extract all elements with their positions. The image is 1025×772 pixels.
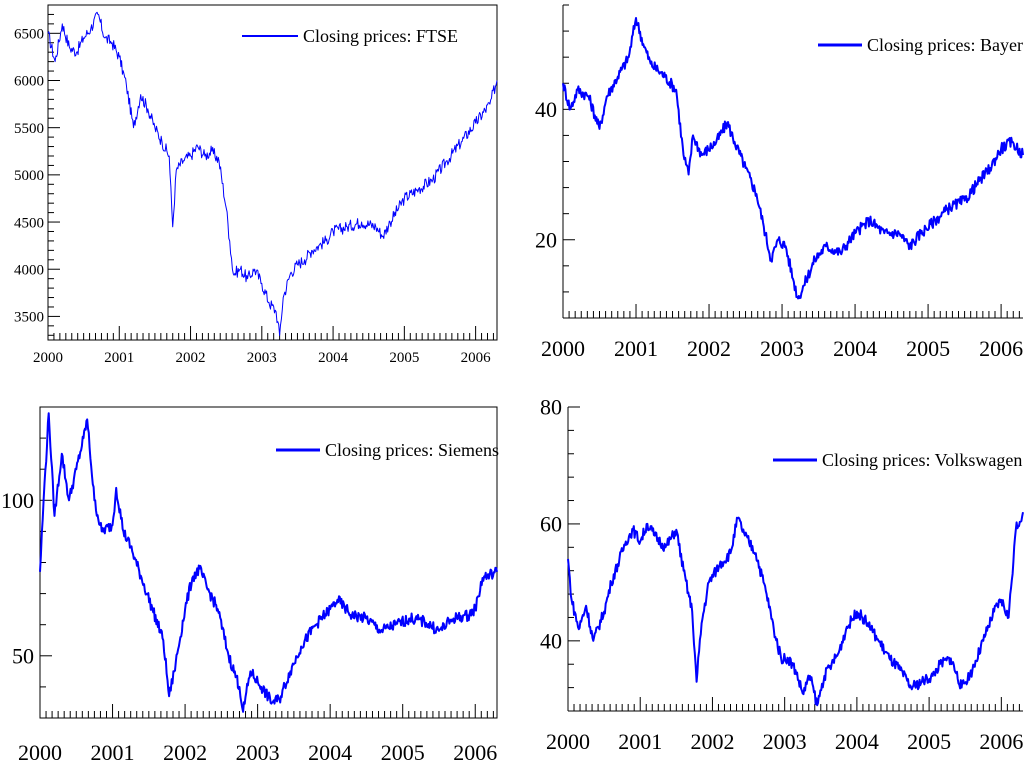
plot-frame — [47, 4, 498, 341]
y-tick-label: 80 — [540, 395, 562, 420]
price-series-line — [562, 17, 1024, 300]
y-tick-label: 5000 — [14, 168, 44, 184]
price-series-line — [567, 512, 1024, 707]
x-tick-label: 2004 — [318, 350, 349, 366]
chart-panel-3: 2000 2001 2002 2003 2004 2005 2006 50 100 Closing… — [1, 406, 499, 765]
x-tick-label: 2005 — [907, 729, 951, 754]
x-tick-label: 2006 — [461, 350, 492, 366]
chart-panel-4: 2000 2001 2002 2003 2004 2005 2006 40 60 80 Closin… — [540, 395, 1024, 754]
y-tick-label: 40 — [540, 629, 562, 654]
x-tick-label: 2000 — [541, 336, 585, 361]
y-tick-label: 20 — [535, 227, 557, 252]
y-tick-label: 6000 — [14, 74, 44, 90]
x-tick-label: 2005 — [389, 350, 419, 366]
y-tick-label: 5500 — [14, 121, 44, 137]
x-tick-label: 2004 — [833, 336, 877, 361]
x-tick-label: 2001 — [91, 740, 135, 765]
y-tick-label: 50 — [12, 644, 34, 669]
chart-panel-2: 2000 2001 2002 2003 2004 2005 2006 20 40 Closing … — [535, 4, 1024, 361]
y-tick-label: 3500 — [14, 310, 44, 326]
legend-label: Closing prices: FTSE — [303, 26, 458, 46]
x-tick-label: 2001 — [614, 336, 658, 361]
y-tick-label: 60 — [540, 512, 562, 537]
x-tick-label: 2006 — [453, 740, 497, 765]
x-tick-label: 2001 — [618, 729, 662, 754]
legend-label: Closing prices: Siemens — [325, 440, 499, 460]
x-tick-label: 2005 — [381, 740, 425, 765]
x-tick-label: 2001 — [104, 350, 134, 366]
x-tick-label: 2003 — [236, 740, 280, 765]
x-tick-label: 2003 — [247, 350, 277, 366]
y-tick-label: 4500 — [14, 215, 44, 231]
y-tick-label: 100 — [1, 488, 34, 513]
price-series-line — [39, 412, 498, 713]
x-tick-label: 2002 — [687, 336, 731, 361]
x-tick-label: 2003 — [760, 336, 804, 361]
chart-panel-1: 2000 2001 2002 2003 2004 2005 2006 3500 4000 4500… — [14, 4, 498, 366]
x-tick-label: 2000 — [546, 729, 590, 754]
x-tick-label: 2000 — [33, 350, 63, 366]
price-series-line — [47, 11, 498, 336]
x-tick-label: 2003 — [763, 729, 807, 754]
legend-label: Closing prices: Volkswagen — [822, 450, 1022, 470]
x-tick-label: 2004 — [835, 729, 879, 754]
x-tick-label: 2006 — [979, 336, 1023, 361]
x-tick-label: 2006 — [979, 729, 1023, 754]
x-tick-label: 2005 — [906, 336, 950, 361]
legend-label: Closing prices: Bayer — [867, 35, 1023, 55]
x-tick-label: 2000 — [18, 740, 62, 765]
x-tick-label: 2002 — [176, 350, 206, 366]
y-tick-label: 40 — [535, 97, 557, 122]
y-tick-label: 4000 — [14, 262, 44, 278]
x-tick-label: 2002 — [690, 729, 734, 754]
y-tick-label: 6500 — [14, 27, 44, 43]
x-tick-label: 2002 — [163, 740, 207, 765]
x-tick-label: 2004 — [308, 740, 352, 765]
